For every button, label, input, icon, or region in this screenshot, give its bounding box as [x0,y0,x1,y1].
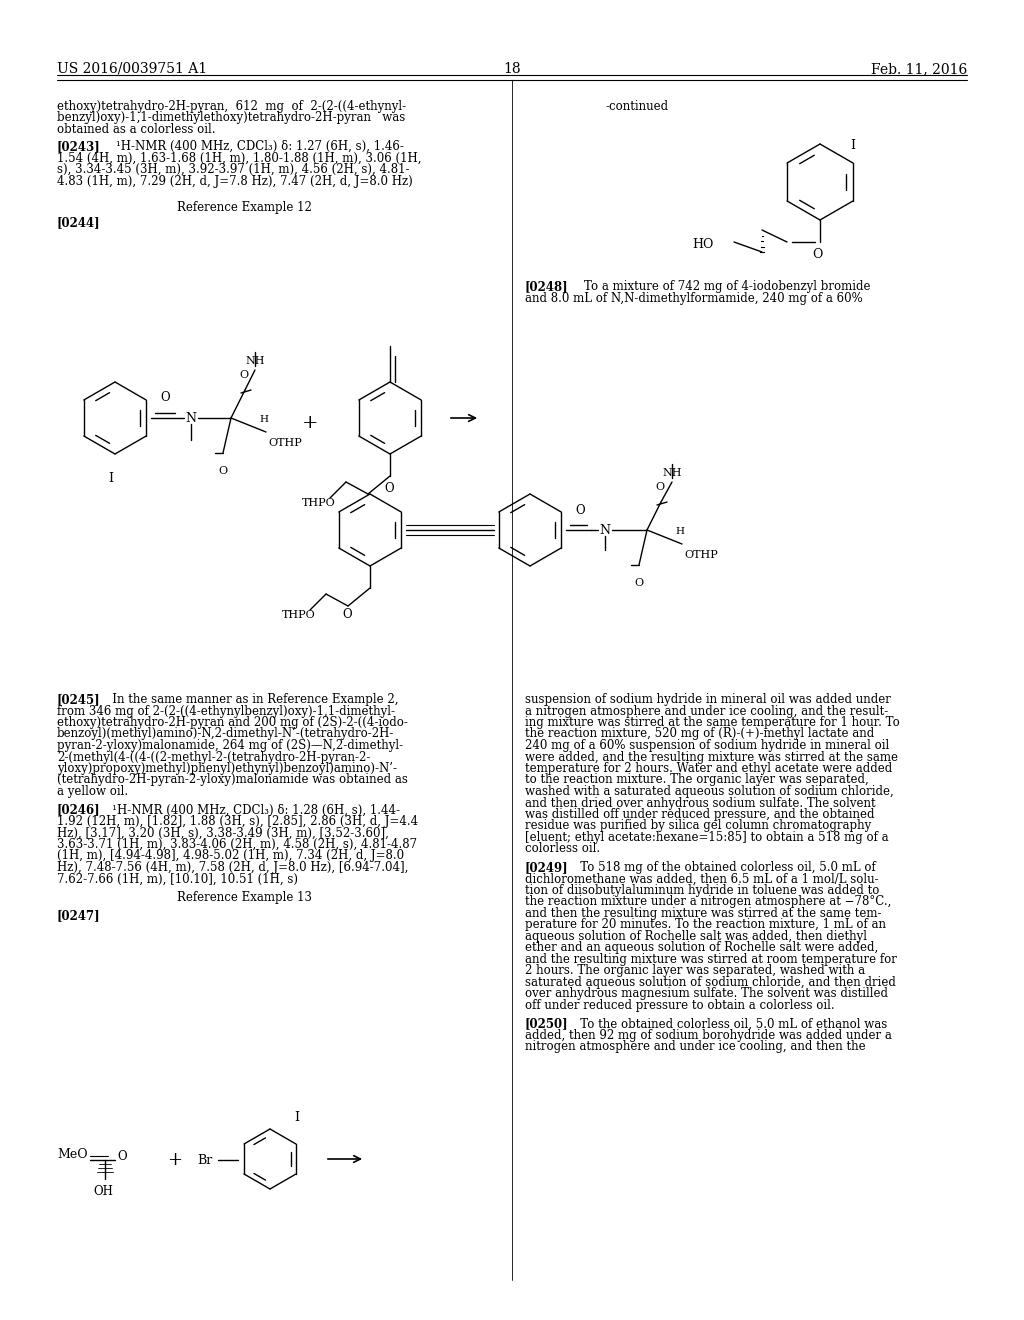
Text: [eluent; ethyl acetate:hexane=15:85] to obtain a 518 mg of a: [eluent; ethyl acetate:hexane=15:85] to … [525,832,889,843]
Text: ing mixture was stirred at the same temperature for 1 hour. To: ing mixture was stirred at the same temp… [525,715,900,729]
Text: +: + [168,1151,182,1170]
Text: benzoyl)(methyl)amino)-N,2-dimethyl-N’-(tetrahydro-2H-: benzoyl)(methyl)amino)-N,2-dimethyl-N’-(… [57,727,394,741]
Text: over anhydrous magnesium sulfate. The solvent was distilled: over anhydrous magnesium sulfate. The so… [525,987,888,1001]
Text: O: O [218,466,227,477]
Text: 4.83 (1H, m), 7.29 (2H, d, J=7.8 Hz), 7.47 (2H, d, J=8.0 Hz): 4.83 (1H, m), 7.29 (2H, d, J=7.8 Hz), 7.… [57,174,413,187]
Text: aqueous solution of Rochelle salt was added, then diethyl: aqueous solution of Rochelle salt was ad… [525,929,867,942]
Text: 1.92 (12H, m), [1.82], 1.88 (3H, s), [2.85], 2.86 (3H, d, J=4.4: 1.92 (12H, m), [1.82], 1.88 (3H, s), [2.… [57,814,418,828]
Text: [0244]: [0244] [57,216,100,230]
Text: To a mixture of 742 mg of 4-iodobenzyl bromide: To a mixture of 742 mg of 4-iodobenzyl b… [568,280,870,293]
Text: (tetrahydro-2H-pyran-2-yloxy)malonamide was obtained as: (tetrahydro-2H-pyran-2-yloxy)malonamide … [57,774,408,787]
Text: THPO: THPO [282,610,315,620]
Text: US 2016/0039751 A1: US 2016/0039751 A1 [57,62,207,77]
Text: [0249]: [0249] [525,861,568,874]
Text: 3.63-3.71 (1H, m), 3.83-4.06 (2H, m), 4.58 (2H, s), 4.81-4.87: 3.63-3.71 (1H, m), 3.83-4.06 (2H, m), 4.… [57,838,417,851]
Text: To the obtained colorless oil, 5.0 mL of ethanol was: To the obtained colorless oil, 5.0 mL of… [568,1018,887,1031]
Text: tion of diisobutylaluminum hydride in toluene was added to: tion of diisobutylaluminum hydride in to… [525,884,880,896]
Text: were added, and the resulting mixture was stirred at the same: were added, and the resulting mixture wa… [525,751,898,763]
Text: I: I [294,1111,299,1125]
Text: 18: 18 [503,62,521,77]
Text: H: H [675,527,684,536]
Text: saturated aqueous solution of sodium chloride, and then dried: saturated aqueous solution of sodium chl… [525,975,896,989]
Text: +: + [302,414,318,432]
Text: N: N [599,524,610,536]
Text: HO: HO [692,238,714,251]
Text: ethoxy)tetrahydro-2H-pyran and 200 mg of (2S)-2-((4-iodo-: ethoxy)tetrahydro-2H-pyran and 200 mg of… [57,715,408,729]
Text: temperature for 2 hours. Water and ethyl acetate were added: temperature for 2 hours. Water and ethyl… [525,762,892,775]
Text: OTHP: OTHP [684,550,718,560]
Text: Hz), [3.17], 3.20 (3H, s), 3.38-3.49 (3H, m), [3.52-3.60],: Hz), [3.17], 3.20 (3H, s), 3.38-3.49 (3H… [57,826,389,840]
Text: colorless oil.: colorless oil. [525,842,600,855]
Text: OTHP: OTHP [268,438,302,447]
Text: Reference Example 13: Reference Example 13 [177,891,312,904]
Text: the reaction mixture, 520 mg of (R)-(+)-methyl lactate and: the reaction mixture, 520 mg of (R)-(+)-… [525,727,874,741]
Text: O: O [117,1150,127,1163]
Text: dichloromethane was added, then 6.5 mL of a 1 mol/L solu-: dichloromethane was added, then 6.5 mL o… [525,873,879,886]
Text: NH: NH [663,469,682,478]
Text: [0246]: [0246] [57,804,100,816]
Text: O: O [635,578,643,587]
Text: a nitrogen atmosphere and under ice cooling, and the result-: a nitrogen atmosphere and under ice cool… [525,705,888,718]
Text: ether and an aqueous solution of Rochelle salt were added,: ether and an aqueous solution of Rochell… [525,941,879,954]
Text: from 346 mg of 2-(2-((4-ethynylbenzyl)oxy)-1,1-dimethyl-: from 346 mg of 2-(2-((4-ethynylbenzyl)ox… [57,705,395,718]
Text: off under reduced pressure to obtain a colorless oil.: off under reduced pressure to obtain a c… [525,999,835,1012]
Text: added, then 92 mg of sodium borohydride was added under a: added, then 92 mg of sodium borohydride … [525,1028,892,1041]
Text: 7.62-7.66 (1H, m), [10.10], 10.51 (1H, s): 7.62-7.66 (1H, m), [10.10], 10.51 (1H, s… [57,873,298,886]
Text: 240 mg of a 60% suspension of sodium hydride in mineral oil: 240 mg of a 60% suspension of sodium hyd… [525,739,889,752]
Text: Feb. 11, 2016: Feb. 11, 2016 [870,62,967,77]
Text: suspension of sodium hydride in mineral oil was added under: suspension of sodium hydride in mineral … [525,693,891,706]
Text: obtained as a colorless oil.: obtained as a colorless oil. [57,123,215,136]
Text: 1.54 (4H, m), 1.63-1.68 (1H, m), 1.80-1.88 (1H, m), 3.06 (1H,: 1.54 (4H, m), 1.63-1.68 (1H, m), 1.80-1.… [57,152,422,165]
Text: I: I [850,139,855,152]
Text: and then dried over anhydrous sodium sulfate. The solvent: and then dried over anhydrous sodium sul… [525,796,876,809]
Text: washed with a saturated aqueous solution of sodium chloride,: washed with a saturated aqueous solution… [525,785,894,799]
Text: yloxy)propoxy)methyl)phenyl)ethynyl)benzoyl)amino)-N’-: yloxy)propoxy)methyl)phenyl)ethynyl)benz… [57,762,397,775]
Text: To 518 mg of the obtained colorless oil, 5.0 mL of: To 518 mg of the obtained colorless oil,… [568,861,876,874]
Text: [0247]: [0247] [57,909,100,923]
Text: O: O [342,609,352,620]
Text: N: N [185,412,197,425]
Text: [0250]: [0250] [525,1018,568,1031]
Text: O: O [240,370,249,380]
Text: O: O [655,482,665,492]
Text: In the same manner as in Reference Example 2,: In the same manner as in Reference Examp… [100,693,398,706]
Text: O: O [384,482,393,495]
Text: ¹H-NMR (400 MHz, CDCl₃) δ: 1.28 (6H, s), 1.44-: ¹H-NMR (400 MHz, CDCl₃) δ: 1.28 (6H, s),… [100,804,399,816]
Text: [0248]: [0248] [525,280,568,293]
Text: Br: Br [197,1154,212,1167]
Text: nitrogen atmosphere and under ice cooling, and then the: nitrogen atmosphere and under ice coolin… [525,1040,865,1053]
Text: [0245]: [0245] [57,693,100,706]
Text: MeO: MeO [57,1148,88,1162]
Text: to the reaction mixture. The organic layer was separated,: to the reaction mixture. The organic lay… [525,774,868,787]
Text: O: O [575,504,585,517]
Text: benzyl)oxy)-1,1-dimethylethoxy)tetrahydro-2H-pyran   was: benzyl)oxy)-1,1-dimethylethoxy)tetrahydr… [57,111,406,124]
Text: [0243]: [0243] [57,140,100,153]
Text: 2 hours. The organic layer was separated, washed with a: 2 hours. The organic layer was separated… [525,965,865,977]
Text: perature for 20 minutes. To the reaction mixture, 1 mL of an: perature for 20 minutes. To the reaction… [525,919,886,932]
Text: ethoxy)tetrahydro-2H-pyran,  612  mg  of  2-(2-((4-ethynyl-: ethoxy)tetrahydro-2H-pyran, 612 mg of 2-… [57,100,407,114]
Text: and the resulting mixture was stirred at room temperature for: and the resulting mixture was stirred at… [525,953,897,966]
Text: O: O [160,391,170,404]
Text: Reference Example 12: Reference Example 12 [177,201,312,214]
Text: and then the resulting mixture was stirred at the same tem-: and then the resulting mixture was stirr… [525,907,882,920]
Text: a yellow oil.: a yellow oil. [57,785,128,799]
Text: OH: OH [93,1185,113,1199]
Text: NH: NH [246,356,265,366]
Text: (1H, m), [4.94-4.98], 4.98-5.02 (1H, m), 7.34 (2H, d, J=8.0: (1H, m), [4.94-4.98], 4.98-5.02 (1H, m),… [57,849,404,862]
Text: Hz), 7.48-7.56 (4H, m), 7.58 (2H, d, J=8.0 Hz), [6.94-7.04],: Hz), 7.48-7.56 (4H, m), 7.58 (2H, d, J=8… [57,861,409,874]
Text: 2-(methyl(4-((4-((2-methyl-2-(tetrahydro-2H-pyran-2-: 2-(methyl(4-((4-((2-methyl-2-(tetrahydro… [57,751,371,763]
Text: pyran-2-yloxy)malonamide, 264 mg of (2S)—N,2-dimethyl-: pyran-2-yloxy)malonamide, 264 mg of (2S)… [57,739,403,752]
Text: -continued: -continued [605,100,668,114]
Text: O: O [812,248,822,261]
Text: I: I [109,473,114,484]
Text: residue was purified by silica gel column chromatography: residue was purified by silica gel colum… [525,820,871,833]
Text: s), 3.34-3.45 (3H, m), 3.92-3.97 (1H, m), 4.56 (2H, s), 4.81-: s), 3.34-3.45 (3H, m), 3.92-3.97 (1H, m)… [57,164,410,177]
Text: THPO: THPO [302,498,336,508]
Text: was distilled off under reduced pressure, and the obtained: was distilled off under reduced pressure… [525,808,874,821]
Text: the reaction mixture under a nitrogen atmosphere at −78°C.,: the reaction mixture under a nitrogen at… [525,895,891,908]
Text: H: H [259,414,268,424]
Text: and 8.0 mL of N,N-dimethylformamide, 240 mg of a 60%: and 8.0 mL of N,N-dimethylformamide, 240… [525,292,863,305]
Text: ¹H-NMR (400 MHz, CDCl₃) δ: 1.27 (6H, s), 1.46-: ¹H-NMR (400 MHz, CDCl₃) δ: 1.27 (6H, s),… [100,140,403,153]
